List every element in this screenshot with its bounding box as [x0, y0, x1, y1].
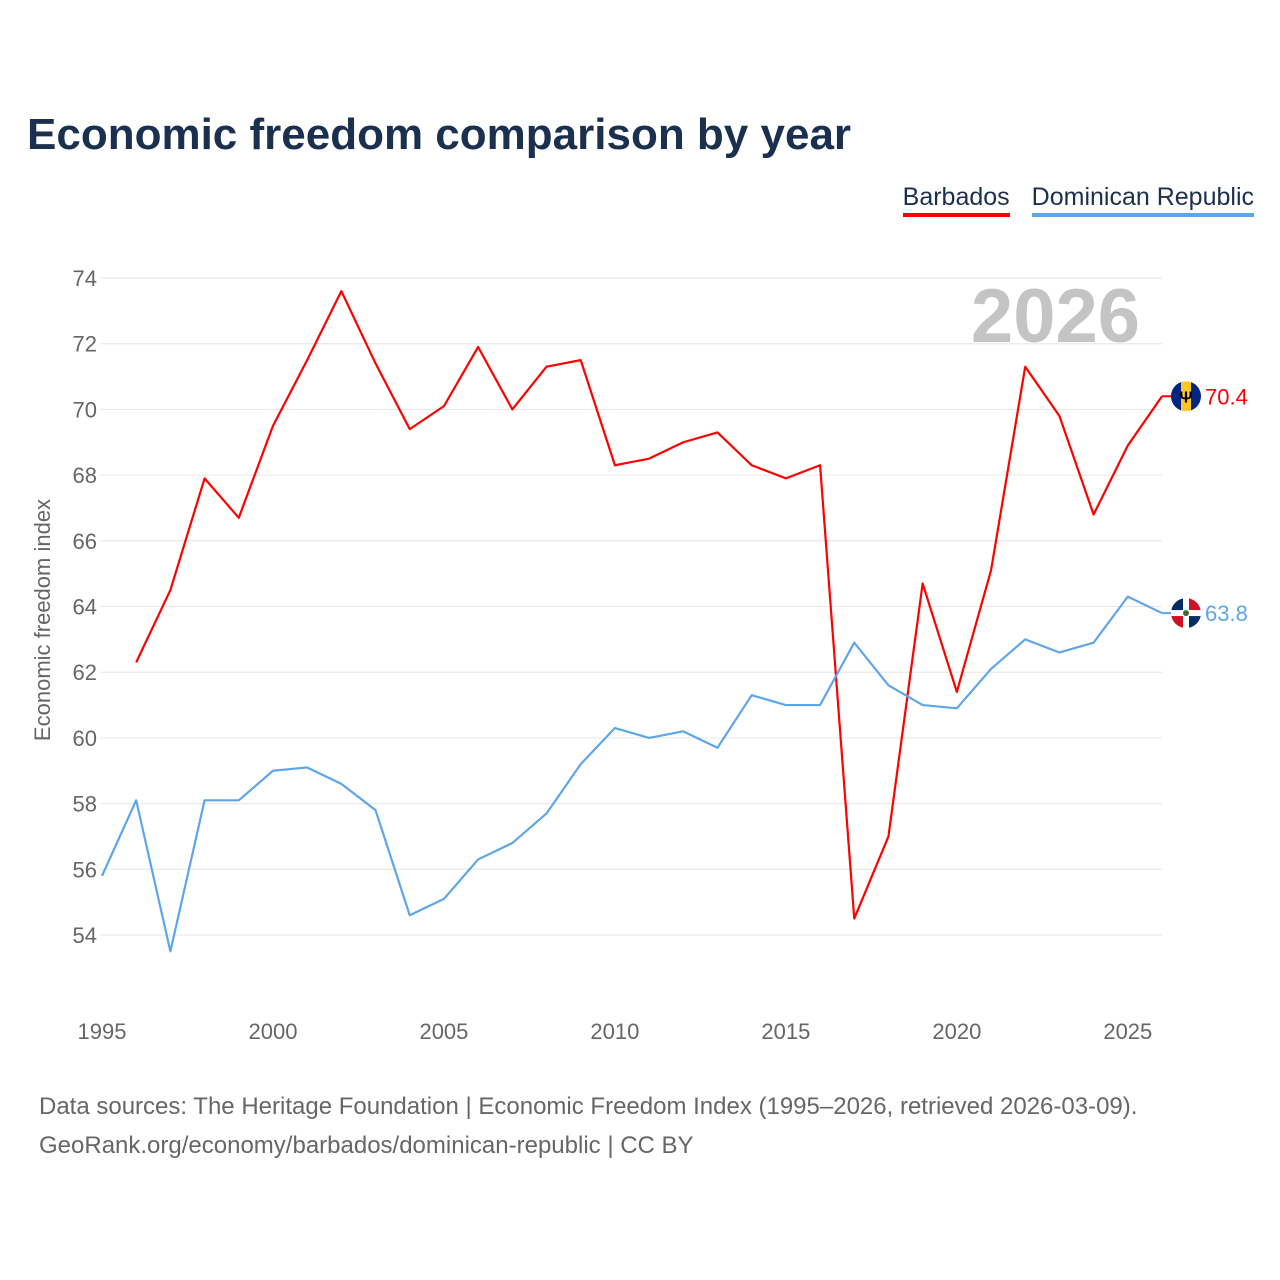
data-point — [886, 683, 890, 687]
data-point — [613, 726, 617, 730]
data-point — [989, 667, 993, 671]
x-tick-label: 2020 — [932, 1019, 981, 1044]
data-point — [374, 361, 378, 365]
data-point — [989, 568, 993, 572]
series-line-barbados — [135, 290, 1163, 920]
data-point — [715, 746, 719, 750]
end-value-label: 63.8 — [1205, 601, 1248, 626]
data-point — [784, 703, 788, 707]
data-point — [271, 424, 275, 428]
data-point — [476, 857, 480, 861]
data-point — [750, 463, 754, 467]
legend: Barbados Dominican Republic — [902, 183, 1254, 217]
data-point — [237, 798, 241, 802]
data-point — [1057, 650, 1061, 654]
end-value-label: 70.4 — [1205, 384, 1248, 409]
data-point — [476, 345, 480, 349]
data-point — [647, 457, 651, 461]
data-point — [579, 358, 583, 362]
x-tick-label: 2005 — [419, 1019, 468, 1044]
y-tick-label: 66 — [73, 529, 97, 554]
y-tick-label: 62 — [73, 660, 97, 685]
data-point — [921, 703, 925, 707]
year-watermark: 2026 — [971, 274, 1140, 359]
data-point — [921, 582, 925, 586]
data-point — [715, 430, 719, 434]
y-tick-label: 64 — [73, 595, 97, 620]
data-point — [818, 703, 822, 707]
source-text: Data sources: The Heritage Foundation | … — [39, 1093, 1138, 1120]
data-point — [1023, 365, 1027, 369]
data-point — [305, 765, 309, 769]
data-point — [750, 693, 754, 697]
x-tick-label: 2015 — [761, 1019, 810, 1044]
dominican-republic-flag-icon — [1171, 598, 1201, 629]
svg-text:Ψ: Ψ — [1180, 389, 1193, 406]
data-point — [134, 798, 138, 802]
y-tick-label: 58 — [73, 792, 97, 817]
source-link[interactable]: GeoRank.org/economy/barbados/dominican-r… — [39, 1132, 694, 1159]
data-point — [168, 949, 172, 953]
y-tick-label: 74 — [73, 266, 97, 291]
data-point — [100, 874, 104, 878]
data-point — [1092, 641, 1096, 645]
data-point — [510, 841, 514, 845]
data-point — [374, 808, 378, 812]
y-tick-label: 54 — [73, 923, 97, 948]
data-point — [647, 736, 651, 740]
data-point — [784, 476, 788, 480]
data-point — [339, 289, 343, 293]
chart-title: Economic freedom comparison by year — [27, 110, 852, 159]
data-point — [613, 463, 617, 467]
data-point — [886, 834, 890, 838]
data-point — [271, 769, 275, 773]
data-point — [408, 427, 412, 431]
y-tick-label: 56 — [73, 857, 97, 882]
data-point — [408, 913, 412, 917]
data-point — [852, 641, 856, 645]
data-point — [852, 917, 856, 921]
data-point — [510, 407, 514, 411]
data-point — [1057, 414, 1061, 418]
data-point — [681, 729, 685, 733]
data-point — [1023, 637, 1027, 641]
legend-item-barbados[interactable]: Barbados — [902, 183, 1010, 217]
x-tick-label: 2000 — [248, 1019, 297, 1044]
x-tick-label: 2025 — [1103, 1019, 1152, 1044]
y-tick-label: 68 — [73, 463, 97, 488]
data-point — [579, 762, 583, 766]
x-tick-label: 2010 — [590, 1019, 639, 1044]
barbados-flag-icon: Ψ — [1171, 381, 1201, 412]
data-point — [305, 358, 309, 362]
data-point — [545, 811, 549, 815]
x-tick-label: 1995 — [78, 1019, 127, 1044]
data-point — [442, 897, 446, 901]
data-point — [168, 588, 172, 592]
data-point — [818, 463, 822, 467]
y-tick-label: 72 — [73, 332, 97, 357]
y-axis-label: Economic freedom index — [30, 499, 55, 741]
data-point — [442, 404, 446, 408]
data-point — [203, 476, 207, 480]
data-point — [955, 706, 959, 710]
data-point — [545, 365, 549, 369]
data-point — [1126, 444, 1130, 448]
data-point — [134, 660, 138, 664]
y-tick-label: 60 — [73, 726, 97, 751]
data-point — [955, 690, 959, 694]
data-point — [1092, 513, 1096, 517]
legend-item-dominican-republic[interactable]: Dominican Republic — [1031, 183, 1254, 217]
data-point — [339, 782, 343, 786]
footer: Data sources: The Heritage Foundation | … — [39, 1087, 1137, 1165]
y-tick-label: 70 — [73, 397, 97, 422]
series-line-dominican-republic — [100, 595, 1163, 953]
data-point — [237, 516, 241, 520]
data-point — [203, 798, 207, 802]
data-point — [1126, 595, 1130, 599]
data-point — [681, 440, 685, 444]
